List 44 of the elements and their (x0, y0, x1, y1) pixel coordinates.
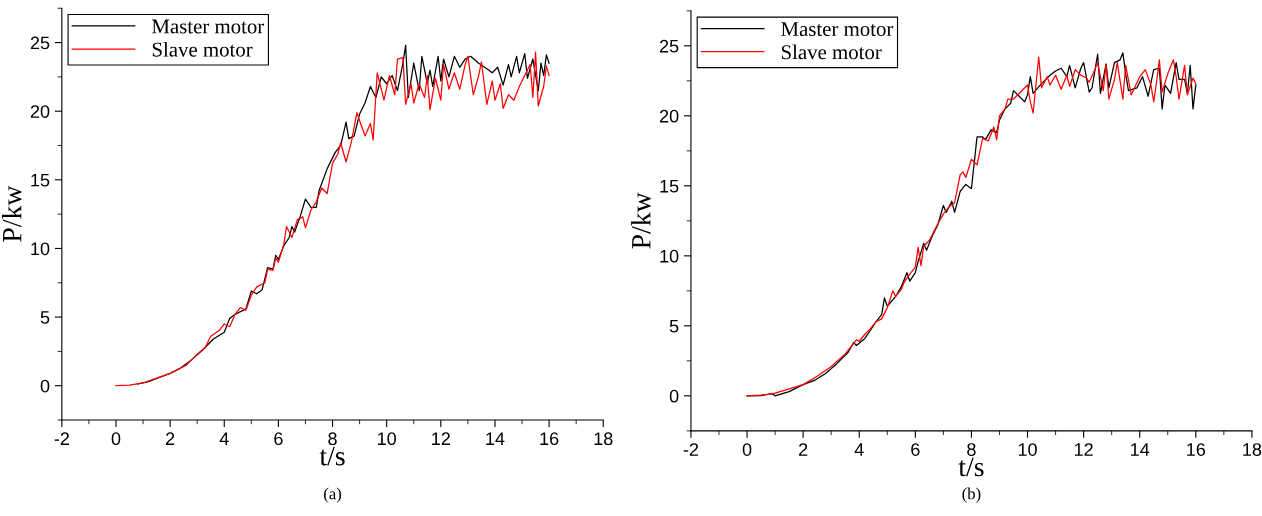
x-tick-label: 18 (594, 432, 613, 446)
y-tick-label: 10 (660, 249, 679, 263)
x-tick-label: -2 (54, 432, 69, 445)
y-tick-label: 20 (30, 105, 50, 118)
legend-label: Slave motor (152, 41, 253, 57)
y-tick-label: 20 (659, 109, 679, 123)
text: (b) (962, 487, 981, 503)
y-tick-label: 10 (31, 242, 50, 256)
y-tick-label: 5 (40, 311, 50, 324)
y-tick-label: 25 (30, 36, 50, 50)
x-tick-label: 2 (799, 443, 808, 456)
y-tick-label: 25 (659, 39, 679, 53)
x-tick-label: 4 (219, 432, 229, 445)
x-tick-label: 6 (274, 432, 283, 446)
text: (a) (324, 487, 342, 503)
y-tick-label: 15 (31, 173, 50, 187)
x-tick-label: 0 (111, 432, 121, 446)
x-tick-label: 10 (378, 432, 397, 446)
x-tick-label: 12 (432, 432, 450, 445)
x-tick-label: 2 (166, 432, 175, 445)
y-tick-label: 15 (660, 179, 679, 193)
x-tick-label: 4 (854, 443, 864, 456)
y-axis-title: P/kw (1, 185, 22, 242)
x-tick-label: 8 (328, 432, 337, 446)
x-tick-label: 8 (967, 443, 976, 456)
legend-label: Master motor (152, 19, 265, 34)
x-tick-label: 14 (1131, 443, 1150, 456)
x-tick-label: 14 (486, 432, 505, 445)
x-axis-title: t/s (319, 446, 345, 466)
legend-label: Master motor (781, 22, 894, 37)
y-tick-label: 5 (669, 319, 679, 333)
y-axis-title: P/kw (631, 192, 651, 249)
x-tick-label: 18 (1243, 443, 1262, 456)
x-tick-label: 16 (1187, 443, 1206, 456)
legend-label: Slave motor (781, 44, 882, 60)
y-tick-label: 0 (40, 379, 50, 393)
x-tick-label: 12 (1074, 443, 1093, 456)
x-tick-label: 0 (742, 443, 752, 456)
y-tick-label: 0 (669, 389, 679, 403)
x-axis-title: t/s (958, 457, 984, 477)
x-tick-label: -2 (683, 443, 699, 456)
x-tick-label: 10 (1018, 443, 1037, 456)
x-tick-label: 16 (540, 432, 559, 446)
x-tick-label: 6 (911, 443, 920, 456)
